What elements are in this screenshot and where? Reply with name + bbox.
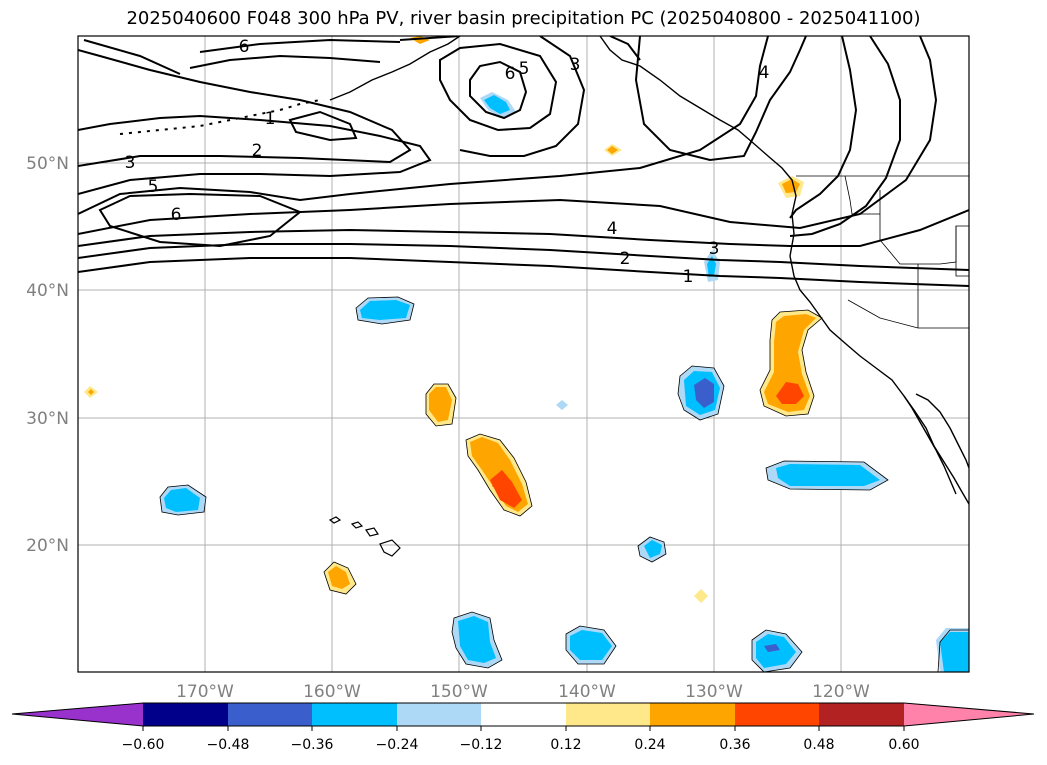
colorbar-extend-low (12, 703, 143, 726)
contour-label: 1 (265, 109, 276, 129)
colorbar-extend-high (904, 703, 1034, 726)
colorbar-segment (650, 703, 735, 726)
positive-blob (604, 144, 622, 156)
colorbar-tick-label: −0.12 (460, 737, 503, 753)
colorbar-segment (481, 703, 566, 726)
precip-anomalies (84, 36, 969, 672)
positive-blob (694, 589, 708, 603)
contour-label: 3 (709, 239, 720, 259)
negative-blob (766, 461, 888, 490)
coastlines (119, 36, 969, 505)
negative-blob (160, 485, 206, 515)
positive-blob (84, 386, 98, 398)
colorbar-segment (819, 703, 904, 726)
pv-contours (78, 36, 969, 287)
gridlines (78, 36, 969, 672)
colorbar-tick-label: 0.48 (803, 737, 834, 753)
colorbar-tick-label: 0.36 (719, 737, 750, 753)
lon-tick-label: 150°W (430, 682, 488, 702)
contour-label: 6 (171, 205, 182, 225)
negative-blob (356, 297, 414, 324)
contour-label: 2 (620, 249, 631, 269)
lon-tick-labels: 170°W 160°W 150°W 140°W 130°W 120°W (176, 682, 870, 702)
negative-blob (638, 537, 666, 562)
lat-tick-label: 20°N (26, 536, 69, 556)
colorbar-tick-label: −0.48 (207, 737, 250, 753)
hawaii-islands (328, 516, 401, 557)
lon-tick-label: 130°W (685, 682, 743, 702)
lon-tick-label: 120°W (812, 682, 870, 702)
contour-label: 2 (252, 141, 263, 161)
lon-tick-label: 170°W (176, 682, 234, 702)
colorbar: −0.60 −0.48 −0.36 −0.24 −0.12 0.12 0.24 … (11, 702, 1035, 753)
negative-blob (704, 250, 720, 282)
positive-blob (778, 176, 804, 198)
negative-blob (936, 628, 969, 672)
contour-label: 5 (148, 177, 159, 197)
colorbar-segment (143, 703, 228, 726)
map-area (78, 36, 969, 672)
positive-blob (426, 384, 456, 426)
lat-tick-label: 40°N (26, 281, 69, 301)
colorbar-segment (735, 703, 819, 726)
positive-blob (760, 310, 822, 416)
lon-tick-label: 160°W (303, 682, 361, 702)
colorbar-segment (566, 703, 650, 726)
positive-blob (324, 562, 356, 594)
contour-label: 3 (125, 153, 136, 173)
negative-blob (752, 630, 802, 672)
lon-tick-label: 140°W (558, 682, 616, 702)
colorbar-tick-label: 0.24 (634, 737, 665, 753)
colorbar-tick-label: −0.24 (376, 737, 419, 753)
negative-blob (566, 626, 616, 664)
negative-blob (556, 400, 568, 410)
negative-blob (678, 366, 724, 420)
contour-label: 6 (239, 37, 250, 57)
contour-label: 5 (519, 59, 530, 79)
colorbar-tick-label: −0.60 (122, 737, 165, 753)
colorbar-tick-label: −0.36 (291, 737, 334, 753)
contour-label: 3 (570, 55, 581, 75)
lat-tick-labels: 50°N 40°N 30°N 20°N (26, 154, 69, 556)
map-frame (77, 35, 970, 673)
colorbar-tick-label: 0.12 (550, 737, 581, 753)
lat-tick-label: 30°N (26, 409, 69, 429)
colorbar-tick-label: 0.60 (888, 737, 919, 753)
contour-label: 1 (683, 267, 694, 287)
contour-label: 4 (759, 63, 770, 83)
lat-tick-label: 50°N (26, 154, 69, 174)
map-title: 2025040600 F048 300 hPa PV, river basin … (126, 8, 921, 29)
political-borders (796, 175, 969, 329)
contour-label: 6 (505, 64, 516, 84)
negative-blob (452, 612, 502, 668)
colorbar-segment (397, 703, 481, 726)
colorbar-segment (228, 703, 312, 726)
pv-contour-labels: 6 5 3 1 2 3 5 6 4 2 1 3 6 4 (125, 37, 770, 287)
contour-label: 4 (607, 219, 618, 239)
negative-blob (480, 92, 516, 118)
positive-blob (466, 434, 532, 516)
colorbar-segment (312, 703, 397, 726)
